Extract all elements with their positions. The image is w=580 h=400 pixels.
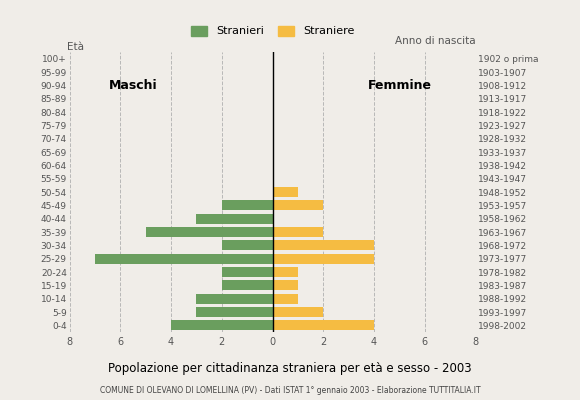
Text: Femmine: Femmine xyxy=(368,79,432,92)
Text: Anno di nascita: Anno di nascita xyxy=(395,36,476,46)
Text: Popolazione per cittadinanza straniera per età e sesso - 2003: Popolazione per cittadinanza straniera p… xyxy=(108,362,472,375)
Bar xyxy=(273,307,324,317)
Bar xyxy=(222,267,273,277)
Bar xyxy=(273,187,298,197)
Bar xyxy=(273,227,324,237)
Text: Maschi: Maschi xyxy=(108,79,157,92)
Text: Età: Età xyxy=(67,42,84,52)
Bar xyxy=(273,254,374,264)
Legend: Stranieri, Straniere: Stranieri, Straniere xyxy=(186,21,359,41)
Bar xyxy=(222,280,273,290)
Bar xyxy=(222,240,273,250)
Bar xyxy=(222,200,273,210)
Bar xyxy=(95,254,273,264)
Bar xyxy=(273,280,298,290)
Bar xyxy=(197,294,273,304)
Bar xyxy=(273,320,374,330)
Bar xyxy=(197,307,273,317)
Bar xyxy=(273,200,324,210)
Bar xyxy=(197,214,273,224)
Bar xyxy=(146,227,273,237)
Bar xyxy=(273,267,298,277)
Bar xyxy=(273,294,298,304)
Bar xyxy=(171,320,273,330)
Text: COMUNE DI OLEVANO DI LOMELLINA (PV) - Dati ISTAT 1° gennaio 2003 - Elaborazione : COMUNE DI OLEVANO DI LOMELLINA (PV) - Da… xyxy=(100,386,480,395)
Bar xyxy=(273,240,374,250)
